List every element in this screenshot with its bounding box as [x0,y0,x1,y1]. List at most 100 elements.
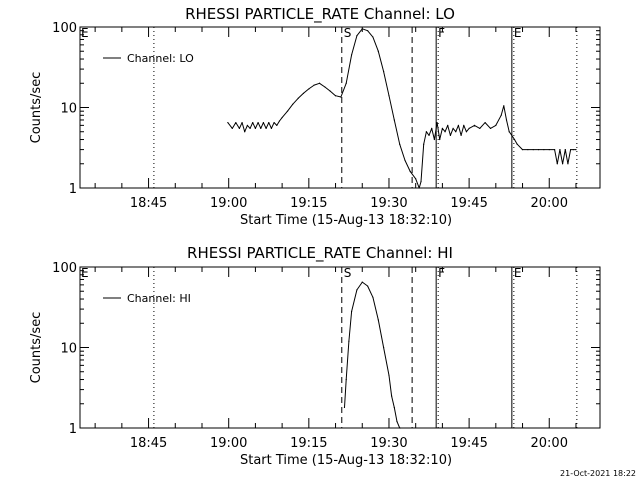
data-point [313,84,315,86]
data-point [399,143,401,145]
data-point [238,127,240,130]
x-tick-label: 18:45 [130,436,167,451]
data-point [318,82,321,84]
data-point [431,127,433,130]
data-point [388,95,390,97]
data-point [575,148,577,151]
data-point [345,82,347,84]
y-tick-label: 100 [52,261,77,276]
data-point [257,121,259,124]
data-point [479,127,481,130]
y-tick-label: 10 [60,102,77,117]
data-point [249,127,251,130]
data-point [553,148,556,151]
data-point [423,143,425,145]
data-point [564,148,566,151]
footer-timestamp: 21-Oct-2021 18:22 [560,469,636,478]
x-axis-label: Start Time (15-Aug-13 18:32:10) [240,213,452,228]
data-point [356,35,358,37]
event-marker-label: S [344,26,352,40]
event-marker-label: F [438,26,445,40]
data-point [278,120,281,122]
data-point [350,310,353,313]
x-tick-label: 19:00 [210,196,247,211]
data-point [460,134,462,137]
data-point [556,163,558,165]
data-point [484,121,486,124]
data-point [343,406,346,409]
x-axis-label: Start Time (15-Aug-13 18:32:10) [240,453,452,468]
data-point [516,143,518,145]
data-point [543,148,545,151]
data-point [567,163,569,165]
data-point [468,127,470,130]
data-point [399,427,401,429]
data-point [270,127,273,130]
y-tick-label: 1 [69,422,77,437]
data-point [340,96,342,98]
data-point [276,124,278,126]
data-point [449,134,452,137]
event-marker-label: F [438,266,445,280]
data-point [231,127,233,130]
data-point [521,148,524,151]
data-point [268,121,270,124]
x-tick-label: 19:45 [450,436,487,451]
data-point [235,121,237,124]
legend-entry: Channel: LO [127,52,194,65]
data-point [345,378,347,381]
x-tick-label: 19:15 [290,196,327,211]
event-marker-label: E [514,26,522,40]
data-point [396,421,398,423]
data-point [465,131,468,133]
data-point [570,148,572,151]
edge-label: E [81,26,89,40]
data-point [548,148,550,151]
legend-entry: Channel: HI [127,292,191,305]
x-tick-label: 19:15 [290,436,327,451]
data-point [399,427,402,429]
data-point [537,148,540,151]
data-point [254,127,257,130]
x-tick-label: 19:30 [370,436,407,451]
data-point [273,121,275,124]
data-point [452,127,454,130]
data-point [286,110,289,112]
data-point [356,289,358,291]
data-point [511,134,513,137]
data-point [495,124,497,126]
data-point [393,119,395,121]
y-tick-label: 1 [69,182,77,197]
x-tick-label: 18:45 [130,196,167,211]
data-point [489,127,492,130]
data-point [415,178,417,180]
data-point [372,36,374,38]
data-point [241,121,243,124]
y-axis-label: Counts/sec [29,72,44,144]
data-point [302,92,305,94]
data-point [388,374,390,377]
data-point [367,285,369,287]
edge-label: E [81,266,89,280]
event-marker-label: E [514,266,522,280]
data-point [428,134,430,137]
data-point [463,124,465,126]
data-point [227,121,229,124]
data-point [393,406,395,409]
data-point [348,340,350,342]
chart-title: RHESSI PARTICLE_RATE Channel: LO [185,5,455,24]
data-point [281,116,283,119]
data-point [367,30,369,32]
y-tick-label: 100 [52,21,77,36]
data-point [246,124,248,126]
data-point [383,70,385,73]
event-marker-label: S [344,266,352,280]
data-point [372,296,374,298]
data-point [473,124,476,126]
data-point [572,148,574,151]
data-point [308,88,310,90]
data-point [505,119,508,121]
data-point [262,121,265,124]
x-tick-label: 19:45 [450,196,487,211]
